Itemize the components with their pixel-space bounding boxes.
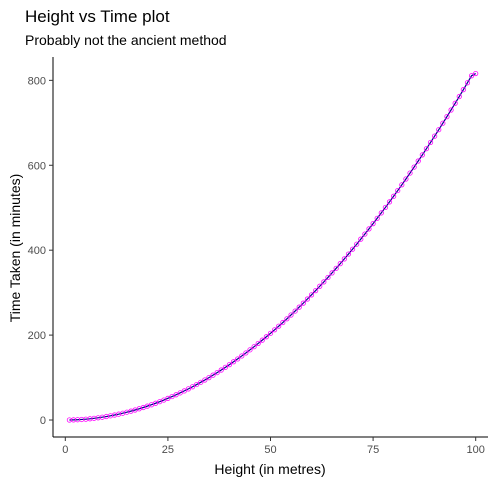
data-point xyxy=(206,375,212,381)
data-point xyxy=(251,344,257,350)
series-points xyxy=(66,70,479,423)
data-point xyxy=(456,93,462,100)
data-point xyxy=(226,362,233,368)
data-point xyxy=(202,377,208,383)
data-point xyxy=(370,221,376,227)
data-point xyxy=(169,393,175,400)
data-point xyxy=(218,367,224,373)
series-line xyxy=(69,73,476,421)
data-point xyxy=(247,347,253,353)
data-point xyxy=(272,327,278,333)
data-point xyxy=(296,304,302,310)
data-point xyxy=(407,170,413,176)
data-point xyxy=(292,308,298,314)
data-point xyxy=(436,127,442,133)
x-tick-label: 25 xyxy=(162,444,174,456)
data-point xyxy=(243,350,249,356)
data-point xyxy=(460,87,466,93)
data-point xyxy=(276,323,282,329)
data-point xyxy=(317,283,323,289)
data-point xyxy=(345,251,352,257)
y-tick-label: 0 xyxy=(40,415,46,427)
data-point xyxy=(189,384,196,390)
data-point xyxy=(464,80,471,86)
data-point xyxy=(308,292,315,298)
data-point xyxy=(427,139,434,146)
y-tick-label: 800 xyxy=(28,75,46,87)
data-point xyxy=(358,236,364,242)
data-point xyxy=(230,359,237,365)
data-point xyxy=(210,372,216,378)
data-point xyxy=(165,395,171,401)
data-point xyxy=(304,296,311,302)
x-tick-label: 50 xyxy=(264,444,276,456)
data-point xyxy=(198,379,204,385)
data-point xyxy=(391,193,397,199)
data-point xyxy=(440,120,446,126)
data-point xyxy=(444,114,450,120)
data-point xyxy=(423,146,430,152)
data-point xyxy=(321,279,327,285)
data-point xyxy=(185,386,192,392)
y-tick-label: 600 xyxy=(28,160,46,172)
data-point xyxy=(366,226,372,232)
data-point xyxy=(325,274,331,281)
data-point xyxy=(382,204,389,211)
data-point xyxy=(473,70,479,77)
data-point xyxy=(263,334,269,340)
data-point xyxy=(452,100,458,106)
data-point xyxy=(419,152,425,158)
data-point xyxy=(411,164,417,170)
data-point xyxy=(173,392,179,398)
data-point xyxy=(349,246,356,252)
data-point xyxy=(267,330,274,336)
data-point xyxy=(337,261,343,267)
data-point xyxy=(415,158,421,164)
data-point xyxy=(214,369,220,376)
data-point xyxy=(181,388,187,394)
data-point xyxy=(374,215,380,221)
y-axis-title: Time Taken (in minutes) xyxy=(7,174,23,323)
data-point xyxy=(354,241,360,247)
data-point xyxy=(280,319,286,326)
x-tick-label: 75 xyxy=(367,444,379,456)
data-point xyxy=(399,182,405,188)
data-point xyxy=(378,210,384,216)
data-point xyxy=(235,356,241,362)
chart-subtitle: Probably not the ancient method xyxy=(25,32,227,48)
data-point xyxy=(194,381,200,388)
data-point xyxy=(395,187,401,194)
x-tick-label: 0 xyxy=(62,444,68,456)
data-point xyxy=(448,107,454,113)
data-point xyxy=(468,73,475,79)
x-tick-label: 100 xyxy=(467,444,485,456)
axes xyxy=(52,57,488,438)
data-point xyxy=(329,270,335,276)
data-point xyxy=(362,231,368,237)
data-point xyxy=(313,288,319,294)
data-point xyxy=(239,353,245,359)
data-point xyxy=(288,312,294,318)
data-point xyxy=(259,337,265,343)
data-point xyxy=(386,199,393,205)
x-axis-title: Height (in metres) xyxy=(214,461,325,477)
data-point xyxy=(222,364,228,370)
data-point xyxy=(177,390,183,396)
data-point xyxy=(333,265,339,271)
chart-title: Height vs Time plot xyxy=(25,7,170,26)
series-polyline xyxy=(69,73,476,421)
data-point xyxy=(403,176,409,182)
data-point xyxy=(300,300,306,306)
data-point xyxy=(341,256,347,262)
data-point xyxy=(432,133,438,139)
y-tick-label: 200 xyxy=(28,330,46,342)
data-point xyxy=(255,340,261,347)
y-tick-label: 400 xyxy=(28,245,46,257)
ticks: 0 25 50 75 100 0 200 400 600 800 xyxy=(28,75,485,456)
data-point xyxy=(284,316,290,322)
